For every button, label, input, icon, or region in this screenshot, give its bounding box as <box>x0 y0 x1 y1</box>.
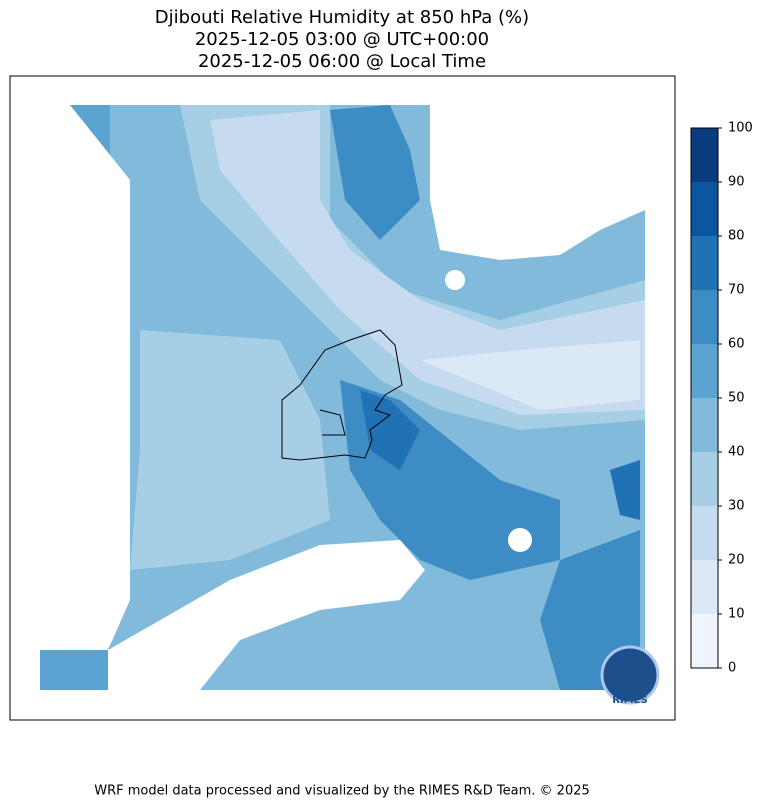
colorbar-segment <box>691 560 718 614</box>
tick-label: 60 <box>728 337 745 352</box>
colorbar-segment <box>691 506 718 560</box>
colorbar: 0 10 20 30 40 50 60 70 80 90 100 <box>691 121 753 676</box>
tick-label: 30 <box>728 499 745 514</box>
title-line: 2025-12-05 03:00 @ UTC+00:00 <box>195 29 489 50</box>
tick-label: 10 <box>728 607 745 622</box>
colorbar-segment <box>691 290 718 344</box>
field <box>130 330 330 570</box>
tick-label: 20 <box>728 553 745 568</box>
field <box>330 105 420 240</box>
no-data <box>108 540 425 690</box>
tick-label: 0 <box>728 661 736 676</box>
colorbar-segment <box>691 344 718 398</box>
map-frame <box>9 75 676 721</box>
tick-label: 40 <box>728 445 745 460</box>
colorbar-segment <box>691 182 718 236</box>
tick-label: 70 <box>728 283 745 298</box>
field <box>610 460 640 520</box>
logo <box>600 645 660 705</box>
field <box>210 110 645 415</box>
colorbar-segment <box>691 398 718 452</box>
no-data <box>508 528 532 552</box>
border <box>281 329 403 461</box>
map: RIMES <box>40 105 660 706</box>
no-data <box>40 105 130 650</box>
title-line: 2025-12-05 06:00 @ Local Time <box>198 51 486 72</box>
logo-text: RIMES <box>612 695 647 706</box>
colorbar-segment <box>691 452 718 506</box>
colorbar-segment <box>691 236 718 290</box>
colorbar-segment <box>691 128 718 182</box>
colorbar-frame <box>690 127 719 669</box>
tick-label: 100 <box>728 121 753 136</box>
tick-label: 80 <box>728 229 745 244</box>
footer: WRF model data processed and visualized … <box>94 784 590 799</box>
no-data <box>430 105 645 260</box>
title-line: Djibouti Relative Humidity at 850 hPa (%… <box>155 7 529 28</box>
field <box>420 340 640 410</box>
tick-label: 90 <box>728 175 745 190</box>
no-data <box>445 270 465 290</box>
colorbar-segment <box>691 614 718 668</box>
tick-label: 50 <box>728 391 745 406</box>
